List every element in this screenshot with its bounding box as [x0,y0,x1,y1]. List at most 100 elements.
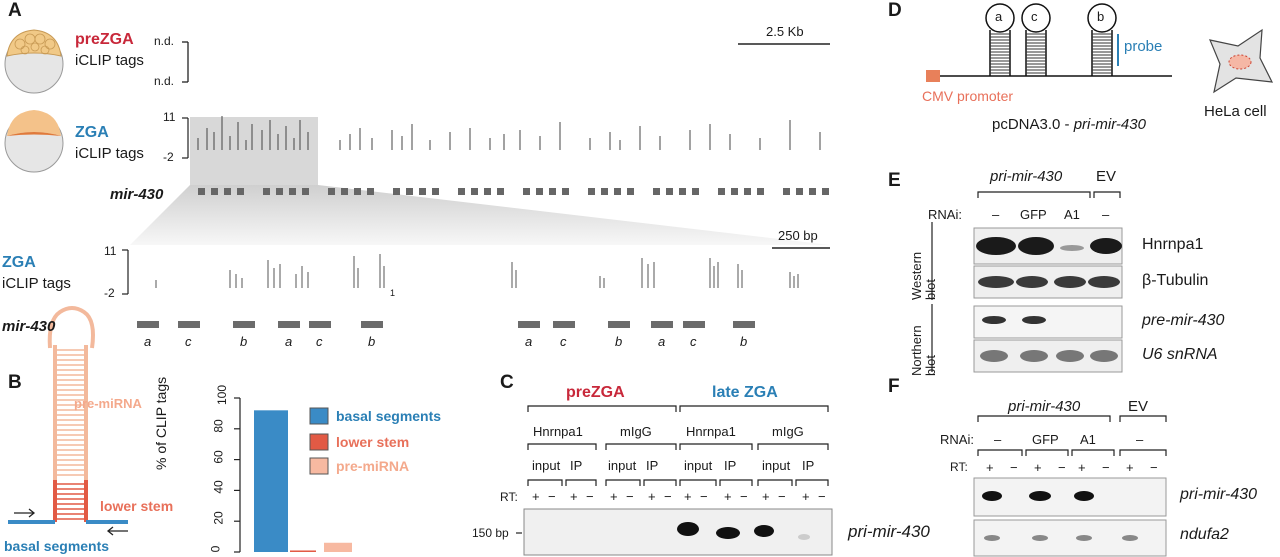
scale-label-250bp: 250 bp [778,228,818,243]
mir430-segment [198,188,205,195]
mir430-segment [627,188,634,195]
mir430-segment [757,188,764,195]
mir430-segment [237,188,244,195]
zga-zoom-iclip-label: iCLIP tags [2,275,71,292]
mir430-label: mir-430 [110,186,164,203]
mir430-segment [354,188,361,195]
zoom-y-max: 11 [104,244,117,258]
e-western-label: Western blot [909,251,938,300]
mir430-zoom-label: mir-430 [2,318,56,335]
mir430-zoom-segment [651,321,673,328]
mir430-segment [679,188,686,195]
c-product-label: pri-mir-430 [848,522,930,541]
cmv-label: CMV promoter [922,88,1014,104]
f-ev-label: EV [1128,398,1149,415]
prezga-label: preZGA [75,31,134,48]
mir430-segment [341,188,348,195]
c-rt-sign: + [610,489,618,504]
c-rt-sign: + [570,489,578,504]
probe-label: probe [1124,38,1163,55]
f-rnai-label: RNAi: [940,432,974,447]
hela-cell-icon [1209,28,1274,94]
e-band-3: pre-mir-430 [1142,312,1225,329]
c-sample-IP: IP [570,458,583,473]
mir430-segment [523,188,530,195]
legend-swatch-pre [309,457,329,475]
hairpin-lowerstem-label: lower stem [100,498,174,514]
chart-b-tick-label: 40 [211,480,226,495]
c-sample-input: input [684,458,713,473]
zga-zoom-label: ZGA [2,254,36,271]
mir430-zoom-segment [608,321,630,328]
gel-f-pri [973,477,1167,517]
panel-c-brackets [516,405,829,534]
mir430-segment [731,188,738,195]
zoom-region [190,117,318,185]
mir430-zoom-segment [518,321,540,328]
f-pri-label: pri-mir-430 [1008,398,1081,415]
mir430-segment [406,188,413,195]
f-cond-3: A1 [1080,432,1096,447]
segment-label: b [368,334,376,349]
mir430-segment [432,188,439,195]
prezga-embryo-icon [4,29,64,94]
f-rt-label: RT: [950,460,968,474]
mir430-zoom-segment [137,321,159,328]
e-cond-2: GFP [1020,207,1047,222]
bar-lower-stem [290,550,316,552]
chart-b-ylabel: % of CLIP tags [153,376,169,470]
panel-f-brackets [977,415,1167,456]
mir430-segment [822,188,829,195]
zga-track-axis [182,117,189,159]
mir430-zoom-segment [553,321,575,328]
c-rt-sign: + [648,489,656,504]
mir430-segment [276,188,283,195]
c-ab-1: Hnrnpa1 [533,424,583,439]
c-rt-sign: − [740,489,748,504]
mir430-zoom-segment [309,321,331,328]
mir430-zoom-segment [361,321,383,328]
mir430-segment [224,188,231,195]
e-cond-1: – [992,207,1000,222]
f-cond-2: GFP [1032,432,1059,447]
f-rt-sign: + [1034,460,1042,475]
mir430-segment [458,188,465,195]
c-rt-label: RT: [500,490,518,504]
mir430-segment [289,188,296,195]
panel-e-brackets [931,191,1121,372]
c-rt-sign: + [684,489,692,504]
legend-pre: pre-miRNA [336,458,410,474]
hairpin-diagram [8,306,128,536]
chart-b-tick-label: 80 [211,419,226,433]
zga-iclip-label: iCLIP tags [75,145,144,162]
prezga-iclip-label: iCLIP tags [75,52,144,69]
mir430-zoom-segment [233,321,255,328]
gel-c [523,508,833,556]
c-rt-sign: − [778,489,786,504]
mir430-zoom-segment [683,321,705,328]
segment-label: c [690,334,697,349]
c-ab-3: Hnrnpa1 [686,424,736,439]
gel-f-bands [982,491,1138,541]
zoom-track-axis [122,249,129,295]
loop-b: b [1097,9,1105,24]
hairpin-basal-label: basal segments [4,538,110,554]
legend-swatch-lower [309,433,329,451]
prezga-axis [182,41,189,83]
f-band-1: pri-mir-430 [1180,486,1258,503]
mir430-segment [601,188,608,195]
f-rt-sign: + [1078,460,1086,475]
c-sample-IP: IP [646,458,659,473]
f-rt-sign: − [1150,460,1158,475]
panel-letter-d: D [888,0,902,21]
legend-swatch-basal [309,407,329,425]
zoom-fan [130,185,830,245]
zga-y-max: 11 [163,110,176,124]
mir430-segment [562,188,569,195]
mir430-segment [692,188,699,195]
e-band-4: U6 snRNA [1142,346,1218,363]
c-sample-input: input [762,458,791,473]
panel-letter-b: B [8,372,22,393]
mir430-segment [471,188,478,195]
